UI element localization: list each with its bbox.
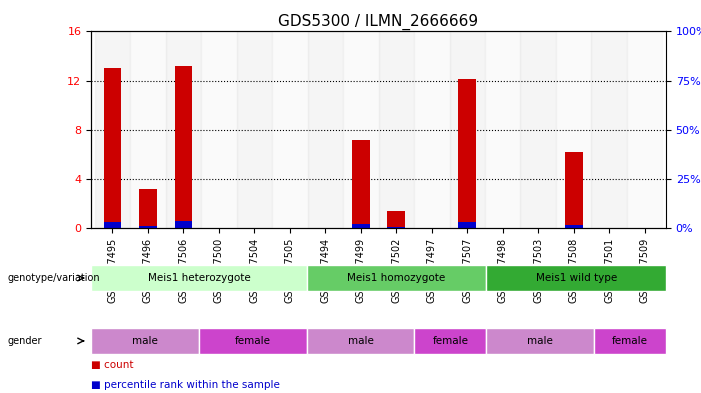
Text: male: male — [132, 336, 158, 346]
Bar — [458, 79, 476, 228]
Bar — [130, 31, 165, 228]
Bar — [485, 31, 520, 228]
Text: female: female — [612, 336, 648, 346]
Bar — [95, 31, 130, 228]
Bar — [565, 225, 583, 228]
Bar — [388, 211, 405, 228]
Bar — [104, 222, 121, 228]
Bar — [104, 68, 121, 228]
Bar — [592, 31, 627, 228]
Bar — [343, 31, 379, 228]
Bar — [165, 31, 201, 228]
Bar — [139, 226, 157, 228]
Text: female: female — [433, 336, 468, 346]
Bar — [388, 227, 405, 228]
Bar — [308, 31, 343, 228]
Text: Meis1 wild type: Meis1 wild type — [536, 273, 617, 283]
Bar — [414, 31, 449, 228]
Bar — [449, 31, 485, 228]
Bar — [237, 31, 272, 228]
Bar — [520, 31, 556, 228]
Bar — [139, 189, 157, 228]
Bar — [565, 152, 583, 228]
Bar — [272, 31, 308, 228]
Text: ■ percentile rank within the sample: ■ percentile rank within the sample — [91, 380, 280, 390]
Text: gender: gender — [7, 336, 41, 346]
Bar — [458, 222, 476, 228]
Text: genotype/variation: genotype/variation — [7, 273, 100, 283]
Bar — [175, 66, 192, 228]
Text: ■ count: ■ count — [91, 360, 134, 371]
Text: Meis1 homozygote: Meis1 homozygote — [348, 273, 446, 283]
Bar — [201, 31, 237, 228]
Text: Meis1 heterozygote: Meis1 heterozygote — [147, 273, 250, 283]
Bar — [352, 224, 369, 228]
Bar — [175, 221, 192, 228]
Text: male: male — [348, 336, 374, 346]
Title: GDS5300 / ILMN_2666669: GDS5300 / ILMN_2666669 — [278, 14, 479, 30]
Bar — [556, 31, 592, 228]
Text: female: female — [235, 336, 271, 346]
Text: male: male — [527, 336, 553, 346]
Bar — [379, 31, 414, 228]
Bar — [352, 140, 369, 228]
Bar — [627, 31, 662, 228]
